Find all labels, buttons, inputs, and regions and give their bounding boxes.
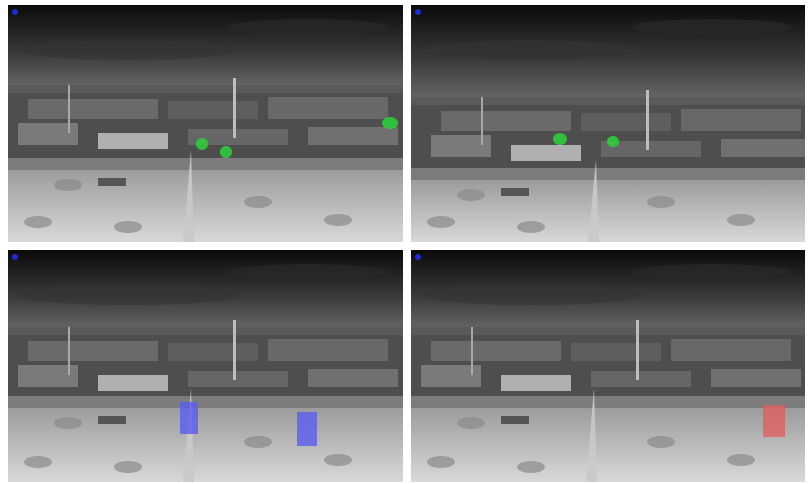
building: [188, 129, 288, 145]
building: [98, 375, 168, 391]
building: [168, 343, 258, 361]
bush: [24, 456, 52, 468]
building: [571, 343, 661, 361]
bush: [244, 196, 272, 208]
bush: [324, 214, 352, 226]
grass-stalk: [586, 388, 597, 482]
bush: [727, 454, 755, 466]
bush: [727, 214, 755, 226]
cloud: [631, 19, 791, 35]
light-pole: [471, 327, 473, 375]
building: [308, 369, 398, 387]
bush: [427, 456, 455, 468]
detection-blob: [607, 136, 619, 147]
fence-line: [411, 168, 805, 180]
detection-box: [763, 405, 785, 437]
light-pole: [233, 78, 236, 138]
debris: [501, 416, 529, 424]
building: [681, 109, 801, 131]
light-pole: [636, 320, 639, 380]
grass-stalk: [183, 150, 194, 242]
thermal-frame-bottom-left: [8, 250, 403, 482]
thermal-frame-top-right: [411, 5, 805, 242]
building: [28, 99, 158, 119]
fence-line: [411, 396, 805, 408]
cloud: [228, 264, 388, 280]
bush: [114, 461, 142, 473]
recording-indicator: [12, 254, 18, 260]
bush: [647, 196, 675, 208]
thermal-frame-top-left: [8, 5, 403, 242]
light-pole: [233, 320, 236, 380]
cloud: [18, 285, 238, 305]
bush: [114, 221, 142, 233]
building: [711, 369, 801, 387]
building: [308, 127, 398, 145]
light-pole: [481, 97, 483, 145]
building: [721, 139, 805, 157]
recording-indicator: [12, 9, 18, 15]
thermal-scene: [411, 5, 805, 242]
bush: [54, 179, 82, 191]
bush: [324, 454, 352, 466]
building: [431, 135, 491, 157]
building: [168, 101, 258, 119]
building: [268, 97, 388, 119]
building: [581, 113, 671, 131]
debris: [501, 188, 529, 196]
bush: [517, 461, 545, 473]
detection-box: [180, 402, 198, 434]
thermal-scene: [411, 250, 805, 482]
bush: [244, 436, 272, 448]
fence-line: [8, 396, 403, 408]
detection-blob: [553, 133, 567, 145]
building: [501, 375, 571, 391]
light-pole: [646, 90, 649, 150]
detection-blob: [220, 146, 232, 158]
light-pole: [68, 85, 70, 133]
building: [188, 371, 288, 387]
building: [98, 133, 168, 149]
bush: [517, 221, 545, 233]
building: [511, 145, 581, 161]
building: [671, 339, 791, 361]
building: [441, 111, 571, 131]
thermal-scene: [8, 5, 403, 242]
bush: [427, 216, 455, 228]
thermal-scene: [8, 250, 403, 482]
debris: [98, 178, 126, 186]
cloud: [421, 40, 641, 60]
cloud: [421, 285, 641, 305]
building: [18, 123, 78, 145]
detection-blob: [196, 138, 208, 150]
bush: [457, 417, 485, 429]
light-pole: [68, 327, 70, 375]
fence-line: [8, 158, 403, 170]
thermal-frame-bottom-right: [411, 250, 805, 482]
detection-box: [297, 412, 317, 446]
cloud: [228, 19, 388, 35]
detection-blob: [382, 117, 398, 129]
bush: [24, 216, 52, 228]
cloud: [18, 40, 238, 60]
bush: [647, 436, 675, 448]
grass-stalk: [588, 160, 599, 242]
building: [28, 341, 158, 361]
building: [601, 141, 701, 157]
building: [591, 371, 691, 387]
recording-indicator: [415, 9, 421, 15]
bush: [457, 189, 485, 201]
debris: [98, 416, 126, 424]
building: [421, 365, 481, 387]
building: [268, 339, 388, 361]
building: [18, 365, 78, 387]
treeline: [8, 85, 403, 95]
recording-indicator: [415, 254, 421, 260]
treeline: [411, 327, 805, 337]
building: [431, 341, 561, 361]
bush: [54, 417, 82, 429]
treeline: [411, 97, 805, 107]
cloud: [631, 264, 791, 280]
treeline: [8, 327, 403, 337]
